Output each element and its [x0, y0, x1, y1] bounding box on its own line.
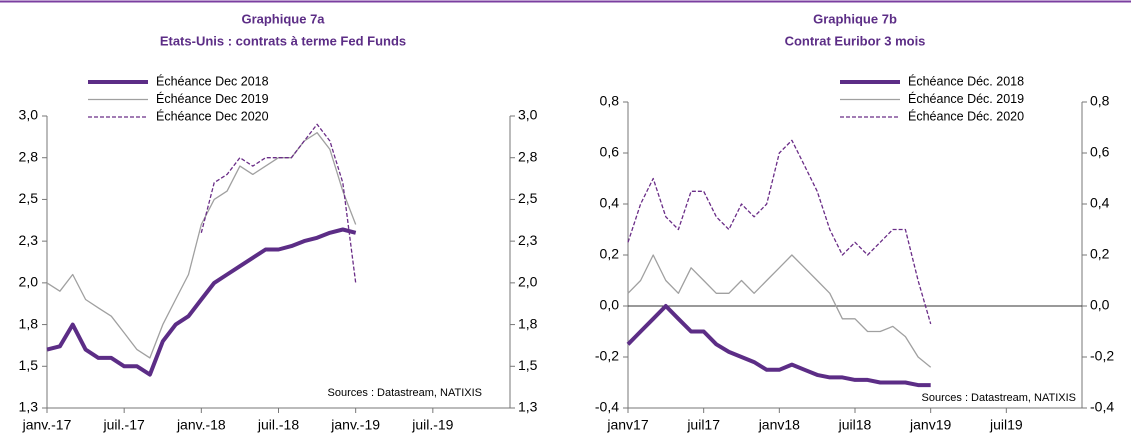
legend-label: Échéance Dec 2018	[156, 73, 269, 88]
x-tick-label: janv.-19	[330, 417, 380, 433]
legend-label: Échéance Dec 2020	[156, 108, 269, 123]
legend-label: Échéance Déc. 2019	[908, 91, 1024, 106]
legend-label: Échéance Déc. 2018	[908, 73, 1024, 88]
legend-label: Échéance Dec 2019	[156, 91, 269, 106]
y-tick-label: 1,5	[19, 357, 39, 373]
y-tick-label: -0,2	[595, 348, 619, 364]
legend-label: Échéance Déc. 2020	[908, 108, 1024, 123]
y2-tick-label: 0,4	[1090, 195, 1110, 211]
y2-tick-label: 1,5	[518, 357, 538, 373]
y2-tick-label: 2,0	[518, 274, 538, 290]
series-line	[200, 123, 357, 283]
y2-tick-label: 3,0	[518, 107, 538, 123]
y2-tick-label: 0,6	[1090, 144, 1110, 160]
y-tick-label: 3,0	[19, 107, 39, 123]
y-tick-label: 0,0	[600, 297, 620, 313]
x-tick-label: janv.-18	[176, 417, 226, 433]
y2-tick-label: 2,5	[518, 190, 538, 206]
x-tick-label: juil.-18	[257, 417, 299, 433]
source-note: Sources : Datastream, NATIXIS	[922, 392, 1076, 404]
series-line	[627, 139, 932, 325]
x-tick-label: juil19	[989, 417, 1023, 433]
y2-tick-label: 0,8	[1090, 93, 1110, 109]
series-line	[46, 227, 357, 377]
y2-tick-label: 1,8	[518, 315, 538, 331]
x-tick-label: janv17	[606, 417, 648, 433]
chart-title: Graphique 7a	[241, 11, 325, 26]
chart-subtitle: Etats-Unis : contrats à terme Fed Funds	[160, 33, 406, 48]
y-tick-label: 0,8	[600, 93, 620, 109]
y2-tick-label: 1,3	[518, 399, 538, 415]
y-tick-label: 0,2	[600, 246, 620, 262]
series-line	[627, 254, 932, 368]
x-tick-label: janv.-17	[22, 417, 72, 433]
y-tick-label: 2,8	[19, 148, 39, 164]
x-tick-label: juil.-19	[411, 417, 453, 433]
y-tick-label: -0,4	[595, 399, 619, 415]
y2-tick-label: -0,4	[1090, 399, 1114, 415]
y-tick-label: 1,8	[19, 315, 39, 331]
y-tick-label: 1,3	[19, 399, 39, 415]
x-tick-label: juil.-17	[103, 417, 145, 433]
y-tick-label: 2,0	[19, 274, 39, 290]
y2-tick-label: 2,8	[518, 148, 538, 164]
chart-title: Graphique 7b	[813, 11, 897, 26]
y2-tick-label: 0,2	[1090, 246, 1110, 262]
y2-tick-label: -0,2	[1090, 348, 1114, 364]
chart-subtitle: Contrat Euribor 3 mois	[785, 33, 926, 48]
x-tick-label: janv19	[909, 417, 951, 433]
y-tick-label: 0,4	[600, 195, 620, 211]
series-line	[626, 304, 931, 388]
x-tick-label: juil18	[838, 417, 872, 433]
y-tick-label: 0,6	[600, 144, 620, 160]
y-tick-label: 2,3	[19, 232, 39, 248]
series-line	[46, 132, 357, 359]
y2-tick-label: 2,3	[518, 232, 538, 248]
y-tick-label: 2,5	[19, 190, 39, 206]
source-note: Sources : Datastream, NATIXIS	[328, 387, 482, 399]
x-tick-label: juil17	[686, 417, 720, 433]
x-tick-label: janv18	[758, 417, 800, 433]
y2-tick-label: 0,0	[1090, 297, 1110, 313]
